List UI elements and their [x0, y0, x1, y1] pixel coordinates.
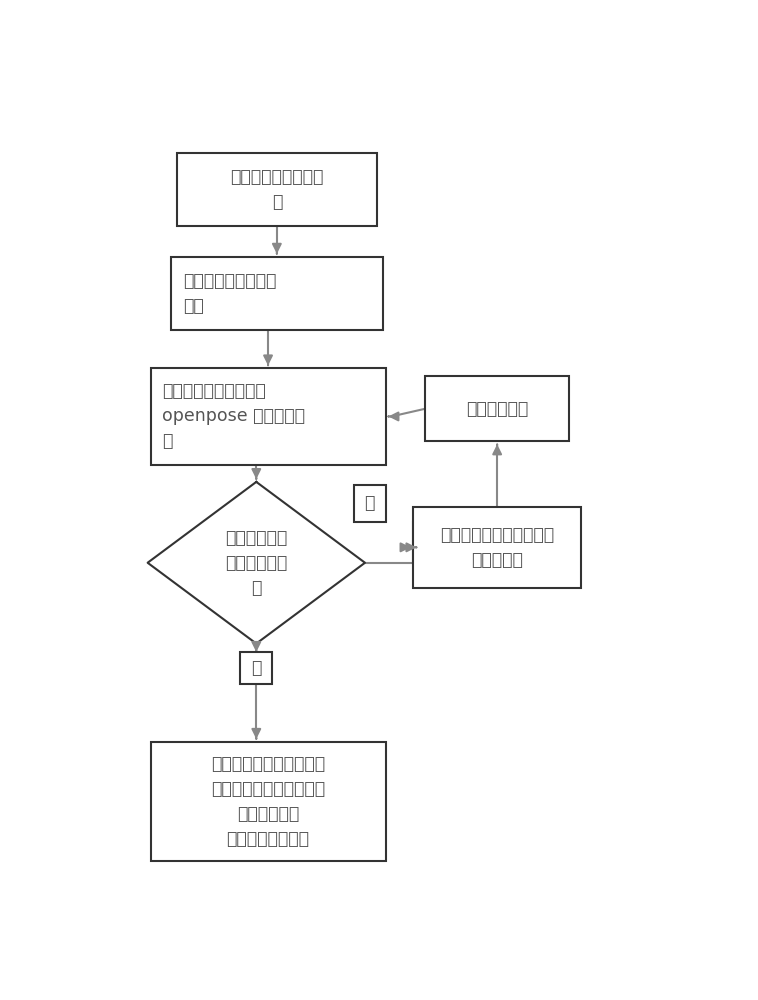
FancyBboxPatch shape — [413, 507, 581, 588]
Text: 摄像机连续拍摄，利用
openpose 识别图像姿
态: 摄像机连续拍摄，利用 openpose 识别图像姿 态 — [162, 382, 305, 450]
FancyBboxPatch shape — [240, 652, 272, 684]
FancyBboxPatch shape — [353, 485, 386, 522]
Text: 语音提示考试入场考
试: 语音提示考试入场考 试 — [230, 168, 324, 211]
Text: 是: 是 — [251, 659, 262, 677]
Text: 否: 否 — [365, 494, 375, 512]
FancyBboxPatch shape — [151, 742, 386, 861]
FancyBboxPatch shape — [151, 368, 386, 465]
Text: 初始人体姿态
识别，是否标
准: 初始人体姿态 识别，是否标 准 — [225, 529, 287, 597]
FancyBboxPatch shape — [425, 376, 569, 441]
FancyBboxPatch shape — [177, 153, 377, 226]
Text: 语音提示考生，身体哪个
部分不标准: 语音提示考生，身体哪个 部分不标准 — [440, 526, 554, 569]
FancyBboxPatch shape — [171, 257, 383, 330]
Text: 考生矫正姿势: 考生矫正姿势 — [466, 400, 528, 418]
Text: 匹配模型数据库，确定考
生的标准动作角度值及各
个部位浮动值
语音提示开始考试: 匹配模型数据库，确定考 生的标准动作角度值及各 个部位浮动值 语音提示开始考试 — [211, 755, 325, 848]
Text: 考生刷手环进入考试
区域: 考生刷手环进入考试 区域 — [183, 272, 276, 315]
